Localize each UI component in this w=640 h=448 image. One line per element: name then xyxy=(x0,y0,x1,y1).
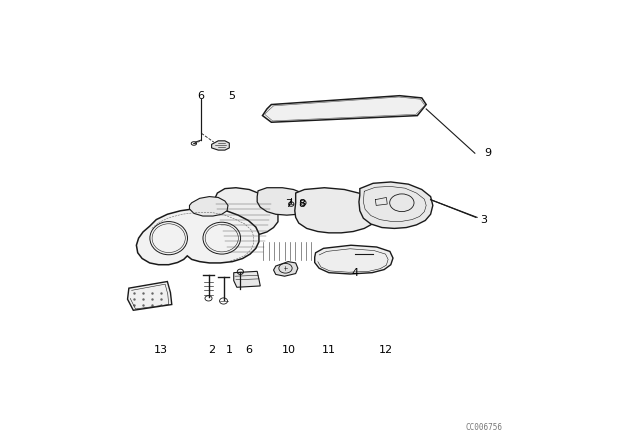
Polygon shape xyxy=(212,141,229,150)
Polygon shape xyxy=(234,271,260,287)
Polygon shape xyxy=(127,281,172,310)
Polygon shape xyxy=(359,182,433,228)
Text: 4: 4 xyxy=(352,267,359,278)
Polygon shape xyxy=(136,208,259,265)
Text: 8: 8 xyxy=(299,199,306,209)
Polygon shape xyxy=(315,245,393,274)
Text: 11: 11 xyxy=(322,345,336,355)
Polygon shape xyxy=(295,188,378,233)
Text: 7: 7 xyxy=(285,199,292,209)
Text: 2: 2 xyxy=(208,345,215,355)
Text: 3: 3 xyxy=(480,215,487,224)
Text: 13: 13 xyxy=(154,345,168,355)
Polygon shape xyxy=(189,197,228,216)
Polygon shape xyxy=(257,188,311,215)
Text: 10: 10 xyxy=(282,345,296,355)
Text: 12: 12 xyxy=(380,345,394,355)
Text: 9: 9 xyxy=(484,148,492,158)
Polygon shape xyxy=(335,247,355,258)
Polygon shape xyxy=(207,188,278,237)
Text: 1: 1 xyxy=(226,345,233,355)
Polygon shape xyxy=(273,262,298,276)
Text: CC006756: CC006756 xyxy=(465,423,502,432)
Text: 6: 6 xyxy=(197,90,204,101)
Polygon shape xyxy=(262,96,426,122)
Text: 5: 5 xyxy=(228,90,235,101)
Text: 6: 6 xyxy=(246,345,253,355)
